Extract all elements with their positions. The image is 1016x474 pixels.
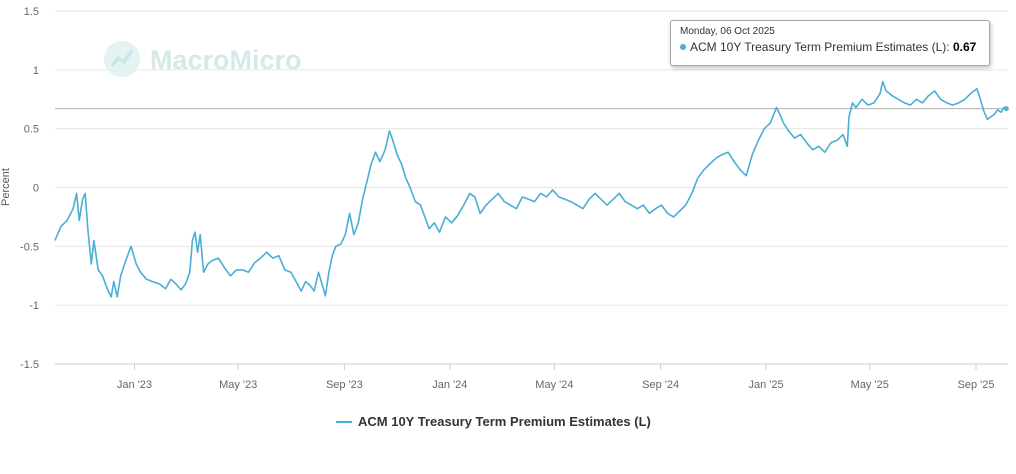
y-tick-label: 1.5 <box>24 6 39 18</box>
y-axis: 1.5 1 0.5 0 -0.5 -1 -1.5 <box>20 6 39 371</box>
y-tick-label: 1 <box>33 65 39 77</box>
tooltip-row: ACM 10Y Treasury Term Premium Estimates … <box>680 40 980 54</box>
y-tick-label: -1 <box>29 300 39 312</box>
x-tick-label: Jan '24 <box>432 379 467 391</box>
tooltip-series-name: ACM 10Y Treasury Term Premium Estimates … <box>690 40 953 54</box>
watermark: MacroMicro <box>104 41 302 77</box>
tooltip-value: 0.67 <box>952 40 977 54</box>
x-axis: Jan '23 May '23 Sep '23 Jan '24 May '24 Sep '… <box>55 363 1008 391</box>
x-tick-label: May '24 <box>535 379 573 391</box>
x-tick-label: Jan '25 <box>749 379 784 391</box>
series-line[interactable] <box>54 80 1007 298</box>
tooltip: Monday, 06 Oct 2025 ACM 10Y Treasury Ter… <box>670 20 990 66</box>
logo-chart-icon <box>110 49 134 67</box>
tooltip-date: Monday, 06 Oct 2025 <box>680 26 775 37</box>
series-group[interactable] <box>54 80 1009 298</box>
series-dot-icon <box>680 43 686 50</box>
legend-line-icon <box>336 420 352 423</box>
y-tick-label: 0 <box>33 183 39 195</box>
legend-item[interactable]: ACM 10Y Treasury Term Premium Estimates … <box>336 414 651 429</box>
y-tick-label: -0.5 <box>20 241 39 253</box>
x-tick-label: Sep '25 <box>958 379 995 391</box>
y-tick-label: 0.5 <box>24 124 39 136</box>
x-tick-label: Sep '23 <box>326 379 363 391</box>
y-tick-label: -1.5 <box>20 359 39 371</box>
series-last-point[interactable] <box>1003 106 1009 112</box>
y-axis-label: Percent <box>0 168 12 206</box>
watermark-text: MacroMicro <box>150 45 302 75</box>
x-tick-label: Jan '23 <box>117 379 152 391</box>
legend-label: ACM 10Y Treasury Term Premium Estimates … <box>358 414 651 429</box>
x-tick-label: May '25 <box>851 379 889 391</box>
x-tick-label: May '23 <box>219 379 257 391</box>
x-tick-label: Sep '24 <box>642 379 679 391</box>
